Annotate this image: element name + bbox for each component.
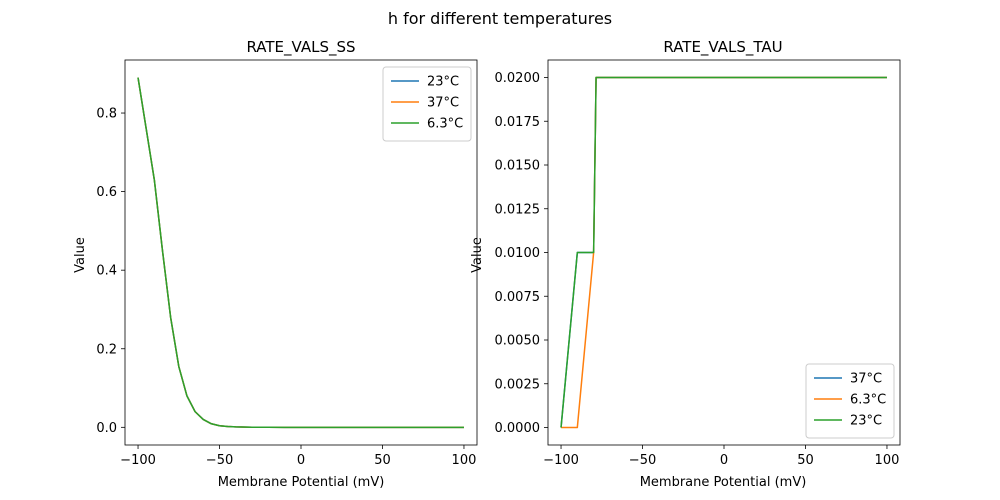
chart-ss-series-line-2 xyxy=(137,77,464,429)
chart-tau-ytick-label: 0.0075 xyxy=(495,290,541,305)
chart-tau-legend-label-2: 23°C xyxy=(850,414,882,429)
chart-tau-ytick-label: 0.0200 xyxy=(495,71,541,86)
chart-tau-legend-label-1: 6.3°C xyxy=(850,393,886,408)
chart-ss-legend-label-1: 37°C xyxy=(427,96,459,111)
chart-tau-ytick-label: 0.0150 xyxy=(495,159,541,174)
chart-tau-series-line-2 xyxy=(560,76,887,428)
chart-ss-xtick-label: −100 xyxy=(120,453,156,468)
chart-tau-xtick-label: 50 xyxy=(797,453,814,468)
chart-ss-xlabel: Membrane Potential (mV) xyxy=(218,475,385,490)
chart-ss-ytick-label: 0.4 xyxy=(96,264,117,279)
chart-tau-xtick-label: 100 xyxy=(875,453,900,468)
chart-tau-plot-area: −100 −50 0 50 100 0.0000 0.0025 0.0050 0.0075 0.0… xyxy=(495,59,901,468)
chart-ss-ytick-label: 0.0 xyxy=(96,421,117,436)
chart-tau-legend-label-0: 37°C xyxy=(850,372,882,387)
chart-ss: RATE_VALS_SS −100 −50 0 50 100 0.0 0.2 0.4 0.6 0.… xyxy=(73,38,478,490)
chart-tau-ytick-label: 0.0125 xyxy=(495,202,541,217)
chart-ss-plot-area: −100 −50 0 50 100 0.0 0.2 0.4 0.6 0.8 23°C 37°C 6.3°… xyxy=(96,59,478,468)
chart-tau-xlabel: Membrane Potential (mV) xyxy=(640,475,807,490)
chart-ss-legend-label-2: 6.3°C xyxy=(427,117,463,132)
chart-tau-ytick-label: 0.0175 xyxy=(495,115,541,130)
chart-tau-xtick-label: −50 xyxy=(629,453,656,468)
chart-tau-ylabel: Value xyxy=(470,237,485,273)
chart-tau-xtick-label: −100 xyxy=(543,453,579,468)
chart-tau-ytick-label: 0.0025 xyxy=(495,377,541,392)
chart-ss-xtick-label: −50 xyxy=(206,453,233,468)
chart-tau-ytick-label: 0.0000 xyxy=(495,421,541,436)
chart-ss-ytick-label: 0.6 xyxy=(96,185,117,200)
chart-ss-legend: 23°C 37°C 6.3°C xyxy=(382,66,472,142)
chart-ss-ytick-label: 0.8 xyxy=(96,107,117,122)
chart-tau-xtick-label: 0 xyxy=(720,453,728,468)
figure-suptitle: h for different temperatures xyxy=(388,9,612,28)
chart-tau-ytick-label: 0.0050 xyxy=(495,334,541,349)
chart-ss-title: RATE_VALS_SS xyxy=(246,38,355,57)
chart-tau-title: RATE_VALS_TAU xyxy=(663,38,782,57)
chart-tau-legend: 37°C 6.3°C 23°C xyxy=(805,363,895,439)
chart-ss-ylabel: Value xyxy=(73,237,88,273)
chart-ss-ytick-label: 0.2 xyxy=(96,342,117,357)
chart-tau-ytick-label: 0.0100 xyxy=(495,246,541,261)
chart-tau: RATE_VALS_TAU −100 −50 0 50 100 0.0000 0.0025 0… xyxy=(470,38,901,490)
chart-ss-xtick-label: 0 xyxy=(297,453,305,468)
chart-ss-xtick-label: 50 xyxy=(374,453,391,468)
chart-ss-xtick-label: 100 xyxy=(452,453,477,468)
chart-ss-legend-label-0: 23°C xyxy=(427,75,459,90)
